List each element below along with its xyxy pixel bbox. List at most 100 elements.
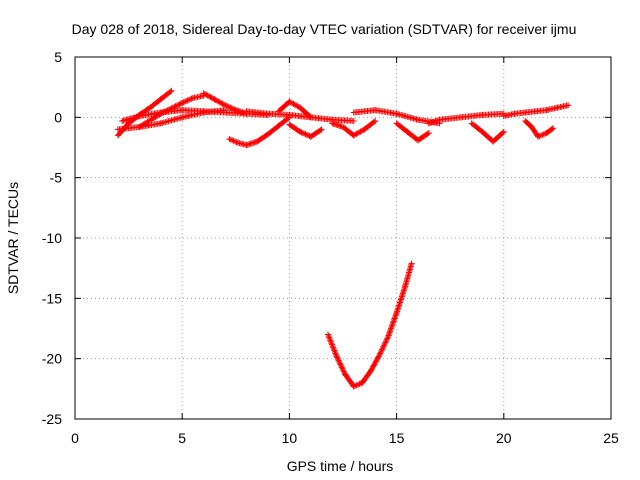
data-point [227, 136, 234, 143]
x-tick-label: 0 [71, 430, 79, 446]
data-point [302, 131, 309, 138]
data-point [536, 133, 543, 140]
data-point [230, 137, 237, 144]
x-tick-label: 15 [389, 430, 405, 446]
data-point [226, 104, 233, 111]
data-point [169, 104, 176, 111]
data-point [307, 114, 314, 121]
data-point [550, 125, 557, 132]
data-point [392, 312, 399, 319]
data-point [382, 339, 389, 346]
y-tick-label: -20 [42, 351, 62, 367]
data-point [332, 350, 339, 357]
data-point [185, 96, 192, 103]
data-point [391, 315, 398, 322]
data-point [383, 336, 390, 343]
data-point [303, 131, 310, 138]
data-point [425, 130, 432, 137]
data-point [373, 357, 380, 364]
data-point [336, 358, 343, 365]
data-point [385, 332, 392, 339]
data-point [356, 381, 363, 388]
data-point [168, 87, 175, 94]
data-point [327, 338, 334, 345]
data-point [164, 107, 171, 114]
data-point [372, 117, 379, 124]
axes: 0 5 10 15 20 25 5 0 -5 -10 -15 -20 -25 [42, 49, 619, 446]
data-point [389, 322, 396, 329]
data-point [328, 341, 335, 348]
data-point [326, 334, 333, 341]
data-point [387, 326, 394, 333]
data-point [220, 101, 227, 108]
data-point [352, 382, 359, 389]
data-point [301, 130, 308, 137]
data-point [188, 95, 195, 102]
data-point [159, 110, 166, 117]
data-point [500, 128, 507, 135]
data-point [372, 359, 379, 366]
data-point [368, 366, 375, 373]
data-point [387, 328, 394, 335]
data-point [181, 98, 188, 105]
data-point [375, 354, 382, 361]
data-point [549, 125, 556, 132]
data-point [330, 344, 337, 351]
data-point [565, 102, 572, 109]
data-point [350, 383, 357, 390]
y-tick-label: -25 [42, 411, 62, 427]
data-point [372, 358, 379, 365]
data-point [388, 324, 395, 331]
data-point [355, 381, 362, 388]
data-point [157, 110, 164, 117]
data-point [180, 99, 187, 106]
data-point [165, 106, 172, 113]
data-point [384, 335, 391, 342]
data-point [535, 133, 542, 140]
data-point [233, 139, 240, 146]
data-point [370, 118, 377, 125]
data-point [370, 363, 377, 370]
data-point [179, 99, 186, 106]
data-point [299, 130, 306, 137]
data-point [371, 361, 378, 368]
data-point [338, 364, 345, 371]
data-point [424, 130, 431, 137]
data-point [334, 354, 341, 361]
x-axis-label: GPS time / hours [287, 458, 394, 474]
data-point [542, 130, 549, 137]
y-tick-label: 0 [54, 109, 62, 125]
data-point [375, 353, 382, 360]
data-point [393, 311, 400, 318]
data-point [340, 368, 347, 375]
data-point [230, 105, 237, 112]
data-point [167, 105, 174, 112]
data-point [376, 352, 383, 359]
data-point [391, 316, 398, 323]
data-point [380, 343, 387, 350]
data-point [226, 136, 233, 143]
x-tick-label: 10 [282, 430, 298, 446]
data-point [163, 107, 170, 114]
data-point [228, 105, 235, 112]
data-point [389, 321, 396, 328]
data-point [334, 356, 341, 363]
data-point [324, 331, 331, 338]
data-point [168, 105, 175, 112]
data-point [184, 97, 191, 104]
data-point [331, 348, 338, 355]
data-point [350, 117, 357, 124]
data-point [386, 329, 393, 336]
data-point [374, 355, 381, 362]
data-point [332, 351, 339, 358]
data-point [232, 138, 239, 145]
data-point [340, 367, 347, 374]
data-point [306, 113, 313, 120]
data-point [175, 101, 182, 108]
data-point [388, 325, 395, 332]
x-tick-label: 25 [603, 430, 619, 446]
data-point [353, 382, 360, 389]
y-tick-label: -15 [42, 290, 62, 306]
data-point [326, 335, 333, 342]
